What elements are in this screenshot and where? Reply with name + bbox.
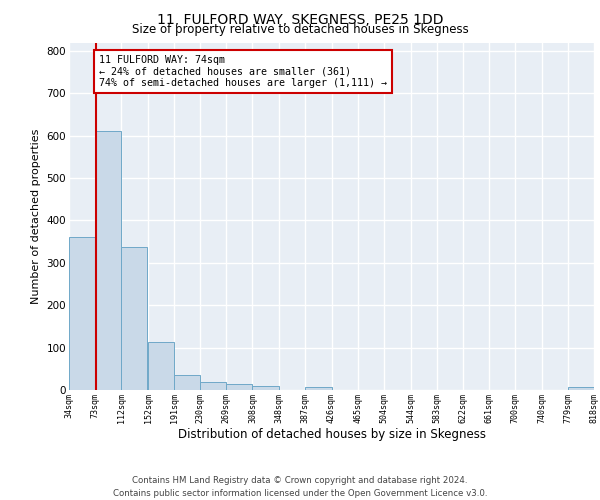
Bar <box>121 247 148 390</box>
Text: Size of property relative to detached houses in Skegness: Size of property relative to detached ho… <box>131 24 469 36</box>
Text: 11 FULFORD WAY: 74sqm
← 24% of detached houses are smaller (361)
74% of semi-det: 11 FULFORD WAY: 74sqm ← 24% of detached … <box>99 55 387 88</box>
Y-axis label: Number of detached properties: Number of detached properties <box>31 128 41 304</box>
Bar <box>226 384 253 390</box>
Bar <box>200 382 226 390</box>
Text: 11, FULFORD WAY, SKEGNESS, PE25 1DD: 11, FULFORD WAY, SKEGNESS, PE25 1DD <box>157 12 443 26</box>
X-axis label: Distribution of detached houses by size in Skegness: Distribution of detached houses by size … <box>178 428 485 442</box>
Bar <box>95 130 121 390</box>
Bar <box>69 238 95 390</box>
Bar <box>174 374 200 390</box>
Bar <box>253 386 278 390</box>
Bar <box>568 386 594 390</box>
Bar <box>305 386 331 390</box>
Bar <box>148 342 174 390</box>
Text: Contains HM Land Registry data © Crown copyright and database right 2024.
Contai: Contains HM Land Registry data © Crown c… <box>113 476 487 498</box>
